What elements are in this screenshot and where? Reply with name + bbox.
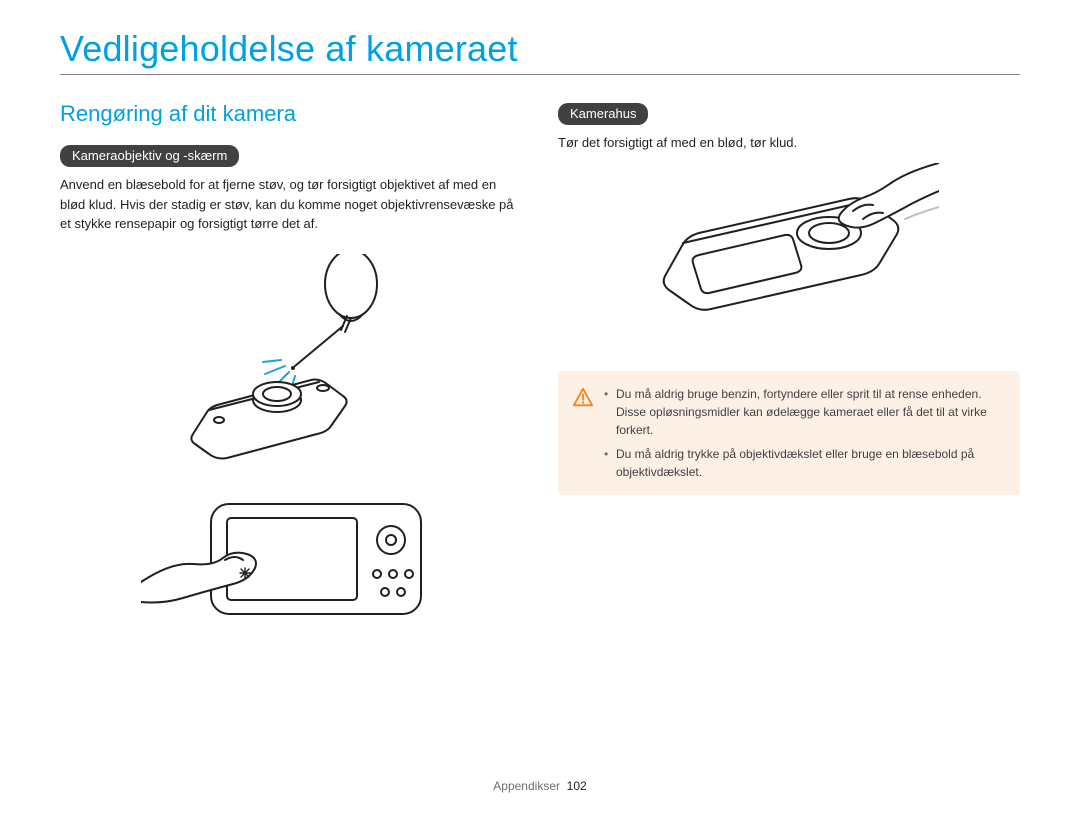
pill-lens-screen: Kameraobjektiv og -skærm [60,145,239,167]
right-column: Kamerahus Tør det forsigtigt af med en b… [558,101,1020,632]
page-title: Vedligeholdelse af kameraet [60,28,1020,70]
right-body-text: Tør det forsigtigt af med en blød, tør k… [558,133,1020,153]
content-columns: Rengøring af dit kamera Kameraobjektiv o… [60,101,1020,632]
pill-camera-body: Kamerahus [558,103,648,125]
warning-callout: Du må aldrig bruge benzin, fortyndere el… [558,371,1020,495]
right-illustration [558,163,1020,343]
left-body-text: Anvend en blæsebold for at fjerne støv, … [60,175,522,234]
warning-item: Du må aldrig bruge benzin, fortyndere el… [604,385,1004,439]
footer-page-number: 102 [567,779,587,793]
illus-wipe-screen [141,482,441,632]
warning-list: Du må aldrig bruge benzin, fortyndere el… [604,385,1004,481]
section-subtitle: Rengøring af dit kamera [60,101,522,127]
illus-wipe-body [639,163,939,343]
page-footer: Appendikser 102 [0,779,1080,793]
warning-item: Du må aldrig trykke på objektivdækslet e… [604,445,1004,481]
illus-blower-camera [161,254,421,464]
left-column: Rengøring af dit kamera Kameraobjektiv o… [60,101,522,632]
footer-section: Appendikser [493,779,560,793]
horizontal-rule [60,74,1020,75]
left-illustrations [60,254,522,632]
warning-icon [572,387,594,409]
